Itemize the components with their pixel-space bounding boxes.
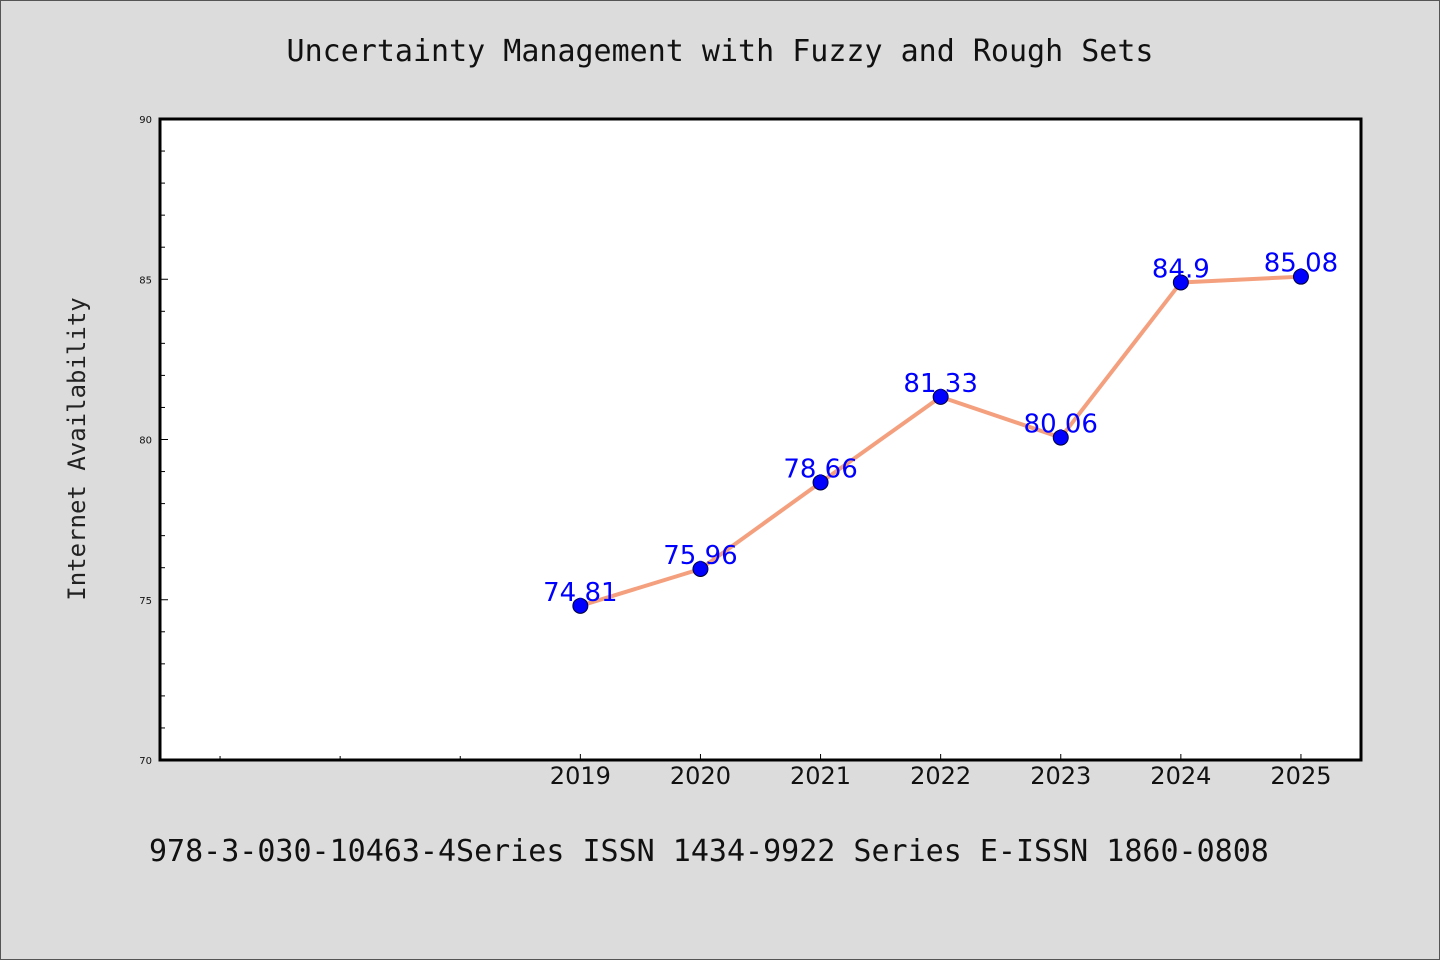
- data-label: 74.81: [543, 578, 617, 608]
- data-label: 84.9: [1152, 254, 1210, 284]
- data-label: 80.06: [1024, 410, 1098, 440]
- chart-title: Uncertainty Management with Fuzzy and Ro…: [286, 34, 1154, 69]
- y-tick-label: 70: [139, 756, 152, 767]
- x-tick-label: 2020: [670, 762, 731, 790]
- footer-text: 978-3-030-10463-4Series ISSN 1434-9922 S…: [149, 834, 1269, 869]
- x-tick-label: 2023: [1030, 762, 1091, 790]
- x-tick-label: 2022: [910, 762, 971, 790]
- data-point: [572, 597, 589, 614]
- data-point: [1292, 268, 1309, 285]
- x-tick-label: 2019: [550, 762, 611, 790]
- data-point: [1052, 429, 1069, 446]
- data-label: 81.33: [903, 369, 977, 399]
- x-tick-label: 2021: [790, 762, 851, 790]
- data-label: 85.08: [1264, 249, 1338, 279]
- data-label: 75.96: [663, 541, 737, 571]
- data-label: 78.66: [783, 454, 857, 484]
- data-series: 74.81 75.96 78.66 81.33 80.06 84.9 85.08: [543, 249, 1338, 614]
- x-tick-label: 2025: [1270, 762, 1331, 790]
- y-tick-label: 75: [139, 596, 152, 607]
- data-point: [692, 560, 709, 577]
- y-tick-label: 85: [139, 275, 152, 286]
- y-tick-label: 80: [139, 436, 152, 447]
- data-point: [1172, 274, 1189, 291]
- y-tick-label: 90: [139, 115, 152, 126]
- data-point: [932, 388, 949, 405]
- plot-area: [158, 117, 1363, 762]
- data-point: [812, 474, 829, 491]
- x-tick-label: 2024: [1150, 762, 1211, 790]
- axis-ticks: 70 75 80 85 90 2019 2020 2021 2022 2023 2024 2025: [139, 115, 1331, 790]
